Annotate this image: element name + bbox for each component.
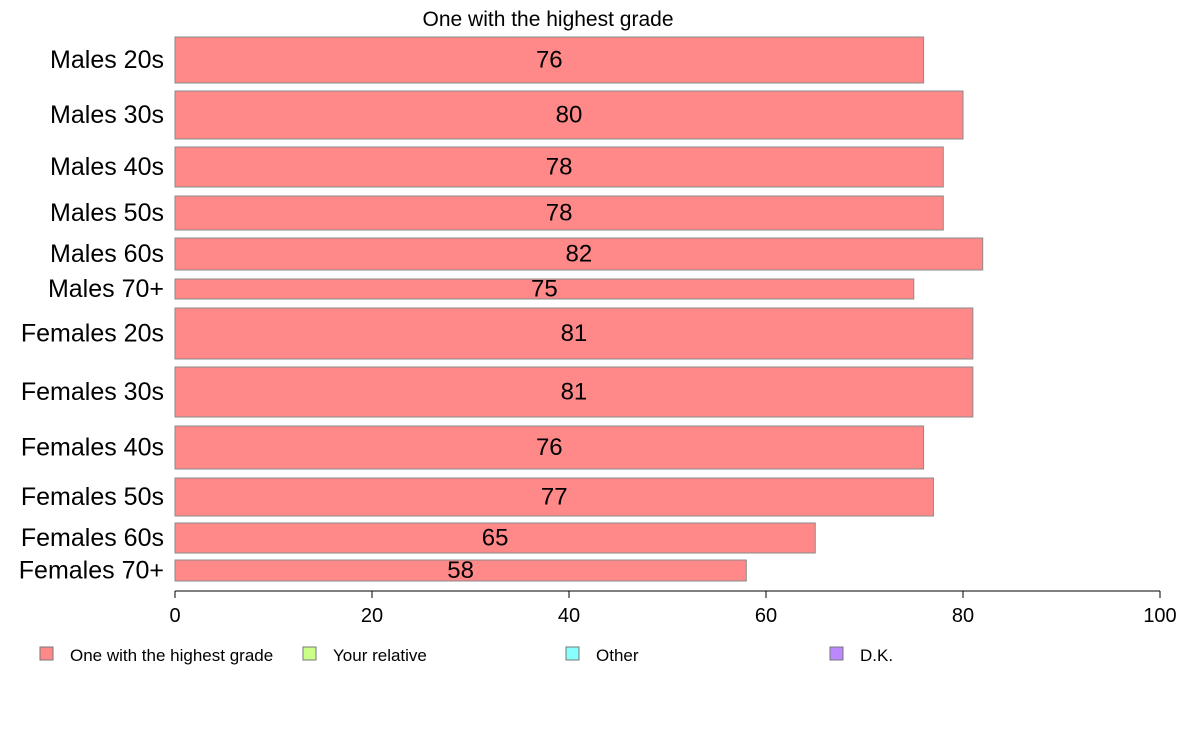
x-tick-label: 100 bbox=[1143, 605, 1176, 627]
category-label: Females 40s bbox=[21, 434, 164, 462]
legend-label: Other bbox=[596, 646, 639, 665]
legend-label: One with the highest grade bbox=[70, 646, 273, 665]
bar-value-label: 77 bbox=[541, 484, 568, 511]
bar-value-label: 81 bbox=[561, 379, 588, 406]
bar-value-label: 76 bbox=[536, 47, 563, 74]
bar-value-label: 76 bbox=[536, 434, 563, 461]
chart-title: One with the highest grade bbox=[423, 8, 674, 31]
legend-item: Your relative bbox=[302, 646, 427, 665]
bar bbox=[174, 307, 974, 360]
category-label: Females 30s bbox=[21, 378, 164, 406]
legend: One with the highest grade Your relative O… bbox=[39, 646, 893, 665]
bar bbox=[174, 477, 934, 517]
category-label: Males 40s bbox=[50, 153, 164, 181]
bar bbox=[174, 522, 816, 554]
legend-item: Other bbox=[565, 646, 639, 665]
legend-item: One with the highest grade bbox=[39, 646, 273, 665]
bar bbox=[174, 90, 964, 140]
legend-label: D.K. bbox=[860, 646, 893, 665]
bar-value-label: 82 bbox=[565, 241, 592, 268]
bar-value-label: 65 bbox=[482, 525, 509, 552]
bar bbox=[174, 278, 915, 300]
bar-value-label: 58 bbox=[447, 557, 474, 584]
x-tick-label: 20 bbox=[361, 605, 383, 627]
x-tick-label: 60 bbox=[755, 605, 777, 627]
bar-value-label: 78 bbox=[546, 200, 573, 227]
bar bbox=[174, 366, 974, 418]
category-label: Males 70+ bbox=[48, 275, 164, 303]
bar-value-label: 81 bbox=[561, 320, 588, 347]
category-label: Females 60s bbox=[21, 524, 164, 552]
bar-value-label: 80 bbox=[556, 102, 583, 129]
bar bbox=[174, 559, 747, 582]
x-tick-label: 40 bbox=[558, 605, 580, 627]
category-label: Females 50s bbox=[21, 483, 164, 511]
category-label: Males 60s bbox=[50, 240, 164, 268]
bar bbox=[174, 195, 944, 231]
bar bbox=[174, 237, 984, 271]
legend-swatch bbox=[565, 646, 580, 661]
bar bbox=[174, 425, 925, 470]
bar-value-label: 78 bbox=[546, 154, 573, 181]
legend-label: Your relative bbox=[333, 646, 427, 665]
category-label: Males 50s bbox=[50, 199, 164, 227]
x-tick-label: 80 bbox=[952, 605, 974, 627]
category-label: Males 30s bbox=[50, 101, 164, 129]
x-axis: 0 20 40 60 80 100 bbox=[169, 590, 1177, 627]
legend-swatch bbox=[39, 646, 54, 661]
legend-swatch bbox=[302, 646, 317, 661]
bar bbox=[174, 36, 925, 84]
bars-layer: 76 Males 20s 80 Males 30s 78 Males 40s 78 Males… bbox=[19, 36, 984, 585]
bar bbox=[174, 146, 944, 188]
category-label: Males 20s bbox=[50, 46, 164, 74]
legend-item: D.K. bbox=[829, 646, 893, 665]
bar-value-label: 75 bbox=[531, 276, 558, 303]
category-label: Females 70+ bbox=[19, 557, 164, 585]
x-tick-label: 0 bbox=[169, 605, 180, 627]
category-label: Females 20s bbox=[21, 320, 164, 348]
legend-swatch bbox=[829, 646, 844, 661]
